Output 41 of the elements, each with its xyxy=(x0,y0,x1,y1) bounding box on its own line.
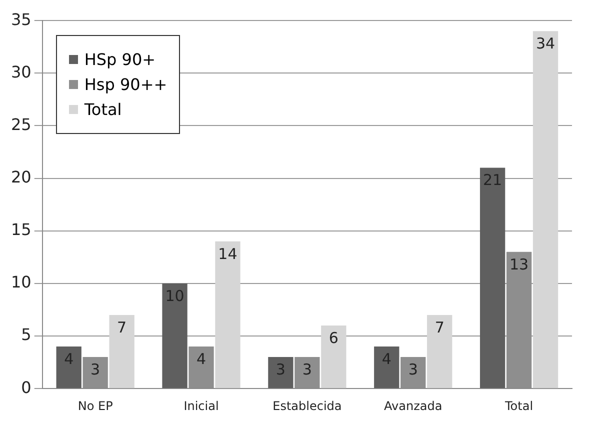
data-label: 4 xyxy=(196,350,206,368)
bar xyxy=(215,241,240,388)
x-tick-label: Inicial xyxy=(184,398,219,413)
legend-label: HSp 90+ xyxy=(84,50,156,69)
data-label: 34 xyxy=(536,34,556,53)
data-label: 6 xyxy=(328,328,338,347)
bar xyxy=(374,346,400,388)
data-label: 4 xyxy=(64,350,74,368)
bar xyxy=(427,315,452,388)
legend-label: Total xyxy=(84,100,122,119)
y-tick-label: 5 xyxy=(21,325,32,344)
x-tick-label: Avanzada xyxy=(384,398,442,413)
bar xyxy=(268,357,294,388)
y-tick-label: 15 xyxy=(11,220,32,240)
x-tick-label: Establecida xyxy=(272,398,342,413)
y-tick-label: 20 xyxy=(11,167,32,186)
x-tick-label: No EP xyxy=(78,398,113,413)
bar xyxy=(532,31,558,388)
y-tick-label: 10 xyxy=(11,272,32,292)
bar xyxy=(56,346,82,388)
bar xyxy=(109,315,134,388)
data-label: 10 xyxy=(165,286,184,305)
data-label: 13 xyxy=(509,255,529,274)
x-tick-label: Total xyxy=(504,398,534,413)
bar xyxy=(480,168,506,388)
data-label: 3 xyxy=(408,360,418,378)
data-label: 3 xyxy=(302,360,312,378)
bar xyxy=(162,283,188,388)
data-label: 21 xyxy=(483,171,502,190)
legend-label: Hsp 90++ xyxy=(84,74,168,94)
data-label: 4 xyxy=(382,350,392,368)
y-tick-label: 35 xyxy=(11,10,32,29)
data-label: 14 xyxy=(218,244,238,263)
data-label: 3 xyxy=(276,360,286,378)
y-tick-label: 0 xyxy=(21,378,32,397)
y-tick-label: 30 xyxy=(11,62,32,82)
data-label: 3 xyxy=(90,360,100,378)
data-label: 7 xyxy=(434,318,444,336)
y-tick-label: 25 xyxy=(11,114,32,134)
data-label: 7 xyxy=(117,318,127,336)
bar xyxy=(321,326,346,388)
